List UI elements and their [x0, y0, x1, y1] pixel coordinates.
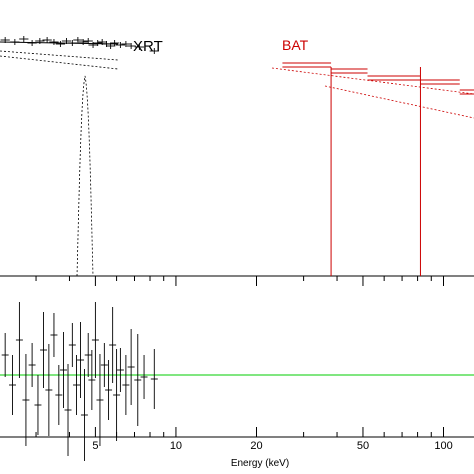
- xrt-label: XRT: [133, 38, 163, 55]
- xrt-model-total: [0, 41, 119, 45]
- xrt-data: [0, 36, 159, 54]
- plot-frames: [0, 275, 474, 438]
- bat-model-1: [271, 67, 474, 95]
- model-continuum-1: [0, 50, 119, 61]
- x-tick-label: 20: [250, 440, 262, 452]
- x-tick-label: 100: [434, 440, 452, 452]
- x-axis-label: Energy (keV): [231, 458, 289, 469]
- model-gaussian-line: [76, 75, 94, 277]
- model-lines: [0, 50, 474, 277]
- bat-label: BAT: [282, 37, 309, 53]
- x-axis-ticks: 5 10 20 50 100: [35, 276, 453, 452]
- x-tick-label: 5: [92, 440, 98, 452]
- bat-model-2: [324, 85, 474, 119]
- model-continuum-2: [0, 55, 119, 70]
- x-tick-label: 50: [357, 440, 369, 452]
- bat-data: [282, 62, 474, 276]
- residual-data: [1, 302, 158, 461]
- x-tick-label: 10: [170, 440, 182, 452]
